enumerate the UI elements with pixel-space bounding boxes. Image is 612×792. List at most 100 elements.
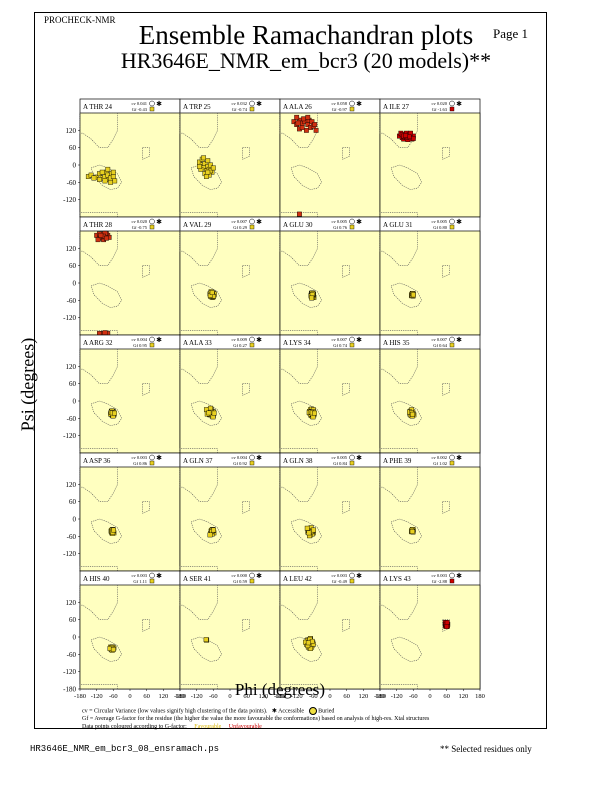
data-point	[410, 136, 416, 141]
gf-color-box	[449, 224, 455, 230]
data-point	[409, 529, 415, 534]
allowed-region-outline	[379, 230, 418, 267]
cv-label: cv 0.003	[132, 573, 148, 578]
buried-circle-icon	[308, 707, 317, 715]
residue-label: A GLU 30	[283, 221, 313, 229]
buried-circle-icon	[349, 454, 355, 461]
x-tick-label: -60	[209, 693, 218, 700]
residue-label: A GLN 38	[283, 457, 313, 465]
asterisk-icon: ✱	[256, 218, 262, 226]
gf-label: Gf -2.88	[432, 579, 448, 584]
cv-label: cv 0.041	[132, 101, 148, 106]
data-point	[209, 290, 215, 295]
allowed-region-outline	[79, 348, 118, 385]
data-point	[444, 624, 450, 630]
legend-line-cv: cv = Circular Variance (low values signi…	[82, 707, 502, 715]
y-tick-label: 0	[73, 280, 77, 288]
buried-circle-icon	[449, 572, 455, 579]
gf-label: Gf 0.74	[333, 343, 347, 348]
data-point	[201, 155, 207, 161]
data-point	[211, 410, 217, 416]
buried-circle-icon	[349, 336, 355, 343]
cv-label: cv 0.032	[232, 101, 248, 106]
allowed-region-outline	[242, 501, 250, 514]
cv-label: cv 0.004	[232, 455, 248, 460]
gf-label: Gf 0.95	[133, 343, 147, 348]
allowed-region-outline	[190, 518, 223, 544]
gf-label: Gf 0.64	[433, 343, 447, 348]
data-point	[305, 114, 311, 120]
data-point	[207, 532, 213, 538]
y-tick-label: -120	[63, 668, 76, 676]
legend: cv = Circular Variance (low values signi…	[82, 707, 502, 731]
footer-filename: HR3646E_NMR_em_bcr3_08_ensramach.ps	[30, 744, 220, 754]
y-tick-label: 0	[73, 162, 77, 170]
y-tick-label: -60	[67, 415, 77, 423]
panel-plot-area	[279, 230, 381, 336]
x-tick-label: -180	[274, 693, 286, 700]
residue-label: A ARG 32	[83, 339, 113, 347]
allowed-region-outline	[342, 501, 350, 514]
gf-label: Gf -0.75	[132, 225, 148, 230]
gf-color-box	[149, 460, 155, 466]
legend-favourable: Favourable	[194, 724, 222, 731]
data-point	[211, 527, 217, 533]
allowed-region-outline	[242, 265, 250, 278]
allowed-region-outline	[379, 466, 418, 503]
gf-color-box	[349, 578, 355, 584]
gf-label: Gf 0.80	[433, 225, 447, 230]
residue-label: A SER 41	[183, 575, 212, 583]
y-tick-label: 60	[69, 262, 77, 270]
data-point	[112, 178, 118, 184]
cv-label: cv 0.020	[432, 101, 448, 106]
data-point	[295, 120, 301, 126]
allowed-region-outline	[179, 348, 218, 385]
buried-circle-icon	[249, 336, 255, 343]
residue-label: A GLN 37	[183, 457, 213, 465]
gf-color-box	[249, 460, 255, 466]
x-tick-label: 180	[175, 693, 185, 700]
gf-color-box	[149, 342, 155, 348]
gf-color-box	[449, 342, 455, 348]
data-point	[309, 295, 315, 301]
y-tick-label: -60	[67, 179, 77, 187]
allowed-region-outline	[442, 383, 450, 396]
legend-cv-text: cv = Circular Variance (low values signi…	[82, 708, 268, 715]
x-tick-label: -120	[91, 693, 103, 700]
allowed-region-outline	[342, 147, 350, 160]
allowed-region-outline	[142, 619, 150, 632]
allowed-region-outline	[379, 112, 418, 148]
gf-label: Gf 1.02	[433, 461, 447, 466]
data-point	[103, 235, 109, 241]
asterisk-icon: ✱	[356, 454, 362, 462]
residue-label: A PHE 39	[383, 457, 412, 465]
panel-plot-area	[379, 584, 481, 690]
gf-label: Gf 0.76	[333, 225, 347, 230]
asterisk-icon: ✱	[156, 218, 162, 226]
panel-plot-area	[279, 348, 381, 454]
gf-label: Gf 0.29	[233, 225, 247, 230]
x-tick-label: -60	[309, 693, 318, 700]
data-point	[203, 174, 209, 179]
allowed-region-outline	[390, 282, 423, 308]
y-tick-label: 60	[69, 144, 77, 152]
legend-line-colour: Data points coloured according to G-fact…	[82, 723, 502, 731]
residue-label: A ALA 33	[183, 339, 212, 347]
y-tick-label: 120	[66, 481, 77, 489]
gf-color-box	[149, 224, 155, 230]
buried-circle-icon	[449, 336, 455, 343]
allowed-region-outline	[279, 684, 318, 690]
x-tick-label: 60	[343, 693, 350, 700]
data-point	[197, 164, 202, 169]
program-label: PROCHECK-NMR	[44, 15, 116, 25]
panel-plot-area	[279, 466, 381, 572]
panel-plot-area	[79, 230, 181, 336]
gf-label: Gf 0.84	[333, 461, 347, 466]
x-tick-label: -60	[109, 693, 118, 700]
panel-plot-area	[179, 466, 281, 572]
data-point	[105, 166, 111, 172]
allowed-region-outline	[379, 584, 418, 621]
allowed-region-outline	[79, 230, 118, 267]
y-tick-label: 120	[66, 599, 77, 607]
data-point	[112, 410, 117, 416]
